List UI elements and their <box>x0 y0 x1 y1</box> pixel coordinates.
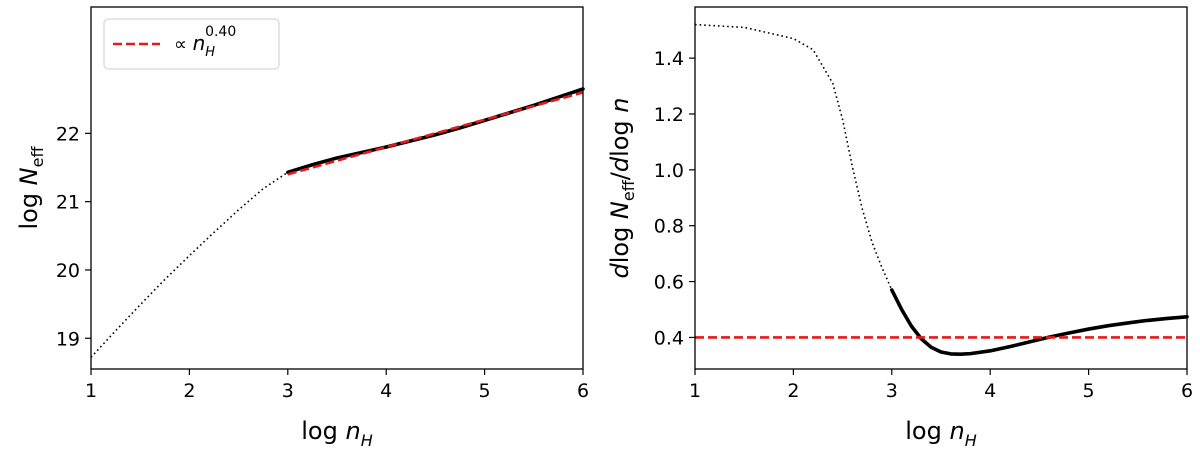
y-label-var: N <box>15 167 43 185</box>
y-label-log2: log <box>606 113 634 157</box>
right-x-tick-label: 2 <box>787 380 799 402</box>
right-x-tick-label: 6 <box>1181 380 1193 402</box>
right-x-tick-label: 4 <box>984 380 996 402</box>
right-y-tick-label: 1.2 <box>654 104 684 126</box>
left-y-tick-label: 21 <box>56 192 80 214</box>
left-x-tick-label: 5 <box>479 380 491 402</box>
y-label-sub: eff <box>28 146 47 168</box>
right-y-tick-label: 1.0 <box>654 160 684 182</box>
left-x-tick-label: 2 <box>183 380 195 402</box>
right-tick-layer: 1 2 3 4 5 6 0.4 0.6 0.8 1.0 1.2 1.4 <box>654 48 1193 402</box>
x-label-sub: H <box>361 431 373 450</box>
left-y-tick-label: 22 <box>56 123 80 145</box>
right-y-tick-label: 1.4 <box>654 48 684 70</box>
right-x-tick-label: 5 <box>1083 380 1095 402</box>
y-label-slash: / <box>606 171 634 180</box>
left-legend: ∝ nH 0.40 <box>103 18 280 70</box>
y-label-d1: d <box>606 263 634 279</box>
right-x-tick-label: 1 <box>689 380 701 402</box>
legend-label: ∝ nH 0.40 <box>174 24 236 60</box>
legend-sup: 0.40 <box>205 24 236 40</box>
right-series-solid-line <box>889 288 1189 357</box>
left-y-tick-label: 20 <box>56 260 80 282</box>
y-label-sub: eff <box>619 179 638 201</box>
y-label-log1: log <box>606 219 634 263</box>
right-plot-frame <box>694 6 1188 370</box>
x-label-var: n <box>949 417 964 445</box>
left-x-tick-label: 1 <box>85 380 97 402</box>
left-y-tick-label: 19 <box>56 328 80 350</box>
right-x-axis-label: log nH <box>905 417 976 450</box>
left-x-tick-label: 6 <box>577 380 589 402</box>
x-label-var: n <box>345 417 360 445</box>
left-tick-layer: 1 2 3 4 5 6 19 20 21 22 <box>56 123 589 402</box>
left-series-layer <box>90 87 585 358</box>
legend-prefix: ∝ <box>174 34 193 55</box>
right-x-tick-label: 3 <box>886 380 898 402</box>
legend-var: n <box>193 31 206 55</box>
right-y-tick-label: 0.6 <box>654 272 684 294</box>
x-label-base: log <box>905 417 949 445</box>
right-plot-area <box>695 7 1187 369</box>
y-label-N: N <box>606 201 634 219</box>
right-y-tick-label: 0.8 <box>654 216 684 238</box>
left-x-axis-label: log nH <box>301 417 372 450</box>
right-series-layer <box>694 23 1189 357</box>
left-x-tick-label: 4 <box>380 380 392 402</box>
left-x-tick-label: 3 <box>282 380 294 402</box>
right-series-dotted-line <box>694 23 893 291</box>
left-plot-frame <box>90 6 584 370</box>
left-y-axis-label: log Neff <box>15 146 47 230</box>
y-label-n: n <box>606 97 634 112</box>
left-series-dashed-line <box>287 91 584 176</box>
right-y-tick-label: 0.4 <box>654 327 684 349</box>
left-series-dotted-line <box>90 171 289 358</box>
x-label-base: log <box>301 417 345 445</box>
y-label-d2: d <box>606 156 634 172</box>
right-chart-panel: 1 2 3 4 5 60.40.60.81.01.21.4 log nH dlog Nef… <box>606 6 1193 450</box>
right-y-axis-label: dlog Neff/dlog n <box>606 97 638 278</box>
legend-sub: H <box>205 45 215 60</box>
y-label-base: log <box>15 185 43 229</box>
legend-box <box>103 18 280 70</box>
x-label-sub: H <box>965 431 977 450</box>
